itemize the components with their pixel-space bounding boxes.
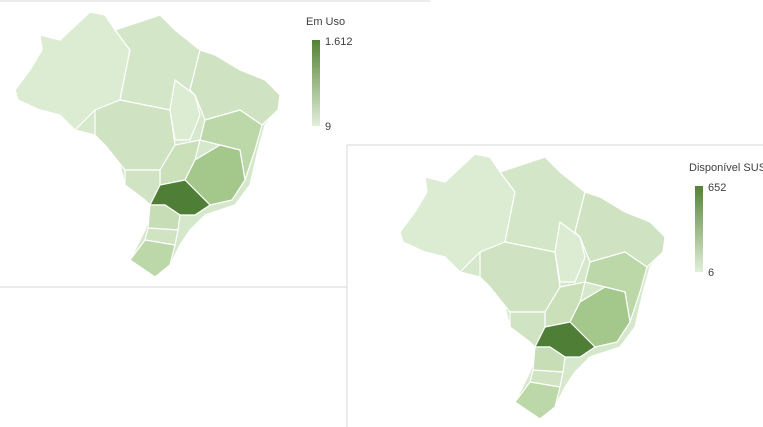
legend-min: 6	[708, 267, 714, 279]
map	[14, 11, 281, 278]
legend-max: 652	[708, 182, 726, 194]
map	[399, 153, 666, 420]
legend-min: 9	[325, 121, 331, 133]
legend-title: Disponível SUS	[689, 162, 763, 174]
legend-max: 1.612	[325, 36, 353, 48]
color-scale	[312, 40, 320, 126]
legend-title: Em Uso	[306, 16, 345, 28]
color-scale	[695, 186, 703, 272]
